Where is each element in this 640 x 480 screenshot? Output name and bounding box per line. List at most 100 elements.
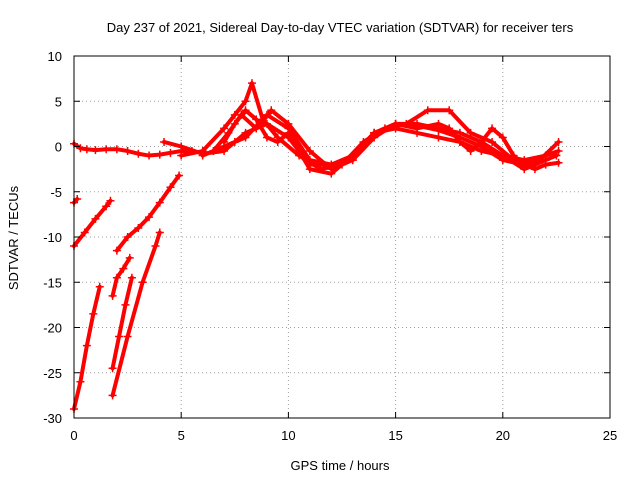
series-line bbox=[162, 121, 559, 172]
data-point bbox=[155, 198, 164, 207]
data-point bbox=[554, 147, 563, 156]
data-point bbox=[134, 149, 143, 158]
data-point bbox=[370, 128, 379, 137]
data-point bbox=[230, 119, 239, 128]
y-tick-label: 0 bbox=[55, 140, 62, 155]
data-point bbox=[434, 133, 443, 142]
ticks: 0 5 10 15 20 25 10 5 0 -5 -10 -15 -20 -25 -30 bbox=[43, 49, 617, 443]
data-point bbox=[423, 106, 432, 115]
y-tick-label: -20 bbox=[43, 321, 62, 336]
data-point bbox=[241, 97, 250, 106]
data-point bbox=[541, 160, 550, 169]
data-point bbox=[95, 282, 104, 291]
y-tick-label: -10 bbox=[43, 230, 62, 245]
data-point bbox=[112, 273, 121, 282]
data-point bbox=[273, 137, 282, 146]
data-point bbox=[488, 137, 497, 146]
series-arc-4 bbox=[70, 282, 104, 413]
data-point bbox=[267, 106, 276, 115]
data-point bbox=[262, 133, 271, 142]
data-point bbox=[123, 233, 132, 241]
data-point bbox=[73, 194, 82, 203]
data-point bbox=[434, 119, 443, 128]
data-point bbox=[477, 137, 486, 146]
series-line bbox=[110, 230, 162, 398]
series-arc-8 bbox=[108, 228, 164, 400]
data-point bbox=[445, 124, 454, 133]
data-point bbox=[177, 151, 186, 160]
series-arc-5 bbox=[112, 171, 184, 255]
data-point bbox=[112, 246, 121, 255]
data-point bbox=[477, 147, 486, 156]
data-point bbox=[241, 106, 250, 115]
data-point bbox=[160, 137, 169, 146]
data-point bbox=[102, 202, 111, 211]
y-tick-label: -30 bbox=[43, 411, 62, 426]
grid bbox=[74, 56, 610, 418]
data-point bbox=[252, 115, 261, 124]
series-arc-1 bbox=[70, 139, 196, 160]
data-point bbox=[241, 133, 250, 142]
data-point bbox=[541, 151, 550, 160]
data-point bbox=[108, 364, 117, 373]
x-tick-label: 0 bbox=[70, 428, 77, 443]
data-point bbox=[91, 146, 100, 155]
data-point bbox=[82, 341, 91, 350]
series-layer bbox=[70, 79, 563, 413]
data-point bbox=[76, 144, 85, 153]
x-tick-label: 25 bbox=[603, 428, 617, 443]
data-point bbox=[134, 223, 143, 232]
data-point bbox=[151, 242, 160, 251]
data-point bbox=[348, 151, 357, 160]
data-point bbox=[327, 169, 336, 178]
data-point bbox=[498, 151, 507, 160]
data-point bbox=[125, 253, 134, 262]
data-point bbox=[123, 332, 132, 341]
data-point bbox=[177, 142, 186, 151]
data-point bbox=[530, 165, 539, 174]
data-point bbox=[112, 145, 121, 154]
data-point bbox=[106, 196, 115, 205]
data-point bbox=[455, 137, 464, 146]
data-point bbox=[305, 156, 314, 165]
data-point bbox=[175, 171, 184, 180]
series-arc-13 bbox=[220, 106, 550, 178]
data-point bbox=[554, 137, 563, 146]
data-point bbox=[166, 148, 175, 157]
data-point bbox=[520, 156, 529, 165]
data-point bbox=[247, 79, 256, 88]
data-point bbox=[252, 124, 261, 133]
data-point bbox=[554, 158, 563, 167]
y-tick-label: -5 bbox=[50, 185, 62, 200]
data-point bbox=[413, 128, 422, 137]
y-tick-label: -25 bbox=[43, 366, 62, 381]
data-point bbox=[108, 391, 117, 400]
data-point bbox=[305, 165, 314, 174]
data-point bbox=[220, 137, 229, 146]
x-axis-label: GPS time / hours bbox=[291, 458, 390, 473]
y-tick-label: 5 bbox=[55, 94, 62, 109]
data-point bbox=[155, 228, 164, 237]
data-point bbox=[466, 128, 475, 137]
chart-title: Day 237 of 2021, Sidereal Day-to-day VTE… bbox=[107, 20, 574, 35]
data-point bbox=[166, 183, 175, 192]
data-point bbox=[220, 124, 229, 133]
data-point bbox=[284, 128, 293, 137]
data-point bbox=[89, 309, 98, 318]
x-tick-label: 5 bbox=[178, 428, 185, 443]
data-point bbox=[121, 300, 130, 309]
data-point bbox=[391, 124, 400, 133]
y-tick-label: -15 bbox=[43, 275, 62, 290]
data-point bbox=[145, 151, 154, 160]
x-tick-label: 20 bbox=[496, 428, 510, 443]
data-point bbox=[209, 147, 218, 156]
series-arc-2 bbox=[70, 194, 82, 207]
series-line bbox=[72, 198, 113, 249]
y-axis-label: SDTVAR / TECUs bbox=[6, 185, 21, 290]
series-arc-3 bbox=[70, 196, 115, 251]
data-point bbox=[115, 332, 124, 341]
series-arc-6 bbox=[108, 253, 134, 300]
data-point bbox=[155, 150, 164, 159]
data-point bbox=[91, 214, 100, 223]
